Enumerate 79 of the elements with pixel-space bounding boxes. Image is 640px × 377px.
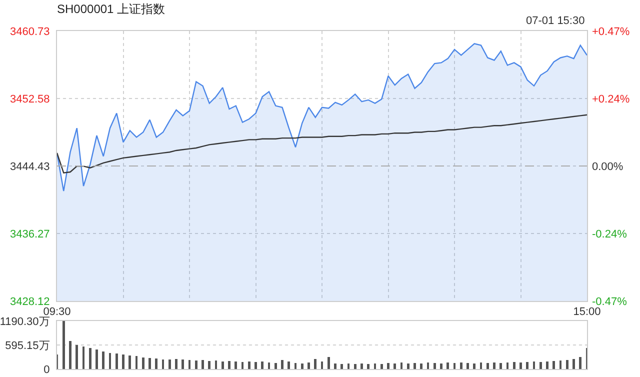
bar <box>182 360 184 369</box>
bar <box>208 360 211 369</box>
bar <box>354 364 356 369</box>
bar <box>248 361 250 369</box>
bar <box>142 357 144 369</box>
y2-tick-label: +0.47% <box>592 26 630 38</box>
bar <box>334 363 336 369</box>
bar <box>76 344 78 369</box>
bar <box>406 363 410 369</box>
bar <box>314 358 317 369</box>
bar <box>572 358 575 369</box>
bar <box>62 321 65 369</box>
bar <box>500 362 502 369</box>
y-tick-label: 0 <box>44 364 50 376</box>
bar <box>148 358 151 369</box>
y2-tick-label: -0.24% <box>592 228 628 240</box>
bar <box>202 360 204 369</box>
bar <box>380 364 383 369</box>
bar <box>526 362 529 369</box>
y2-tick-label: -0.47% <box>592 296 628 308</box>
bar <box>261 362 264 369</box>
bar <box>155 358 158 369</box>
y-tick-label: 595.15万 <box>5 340 50 352</box>
bar <box>473 363 476 369</box>
bar <box>420 363 423 369</box>
bar <box>320 362 324 369</box>
bar <box>512 362 516 369</box>
bar <box>327 356 330 369</box>
bar <box>539 362 542 369</box>
bar <box>96 350 98 369</box>
bar <box>102 351 105 369</box>
bar <box>579 356 582 369</box>
bar <box>394 363 396 369</box>
bar <box>122 354 124 369</box>
x-tick-label: 15:00 <box>573 306 601 318</box>
bar <box>228 360 230 369</box>
bar <box>566 360 568 369</box>
bar <box>288 361 290 369</box>
bar <box>221 361 224 369</box>
text: 07-01 15:30 <box>526 15 585 27</box>
bar <box>308 362 310 369</box>
y-tick-label: 3460.73 <box>10 26 50 38</box>
bar <box>446 362 450 369</box>
bar <box>115 354 118 369</box>
y-tick-label: 3452.58 <box>10 93 50 106</box>
bar <box>88 348 92 369</box>
bar <box>300 363 304 369</box>
bar <box>460 362 462 369</box>
bar <box>69 340 72 369</box>
bar <box>493 362 496 369</box>
bar <box>520 362 522 369</box>
chart-title: SH000001 上证指数 <box>57 2 166 16</box>
bar <box>360 363 363 369</box>
y2-tick-label: +0.24% <box>592 93 630 106</box>
bar <box>128 355 132 369</box>
bar <box>466 362 469 369</box>
bar <box>387 362 390 369</box>
bar <box>168 360 171 369</box>
bar <box>254 362 257 369</box>
bar <box>175 358 178 369</box>
bar <box>440 363 442 369</box>
y-tick-label: 3436.27 <box>10 228 50 240</box>
bar <box>414 362 416 369</box>
bar <box>194 360 198 369</box>
bar <box>433 362 436 369</box>
line-series <box>57 114 587 174</box>
bar <box>274 362 277 369</box>
bar <box>234 362 238 369</box>
y-tick-label: 3428.12 <box>10 296 50 308</box>
bar <box>281 360 284 369</box>
bar <box>340 364 344 369</box>
bar <box>532 362 536 369</box>
y-tick-label: 1190.30万 <box>0 316 50 328</box>
bar <box>486 362 489 369</box>
bar <box>546 361 548 369</box>
bar <box>367 364 370 369</box>
y2-tick-label: 0.00% <box>592 160 624 173</box>
y-tick-label: 3444.43 <box>10 160 50 173</box>
bar <box>552 360 556 369</box>
